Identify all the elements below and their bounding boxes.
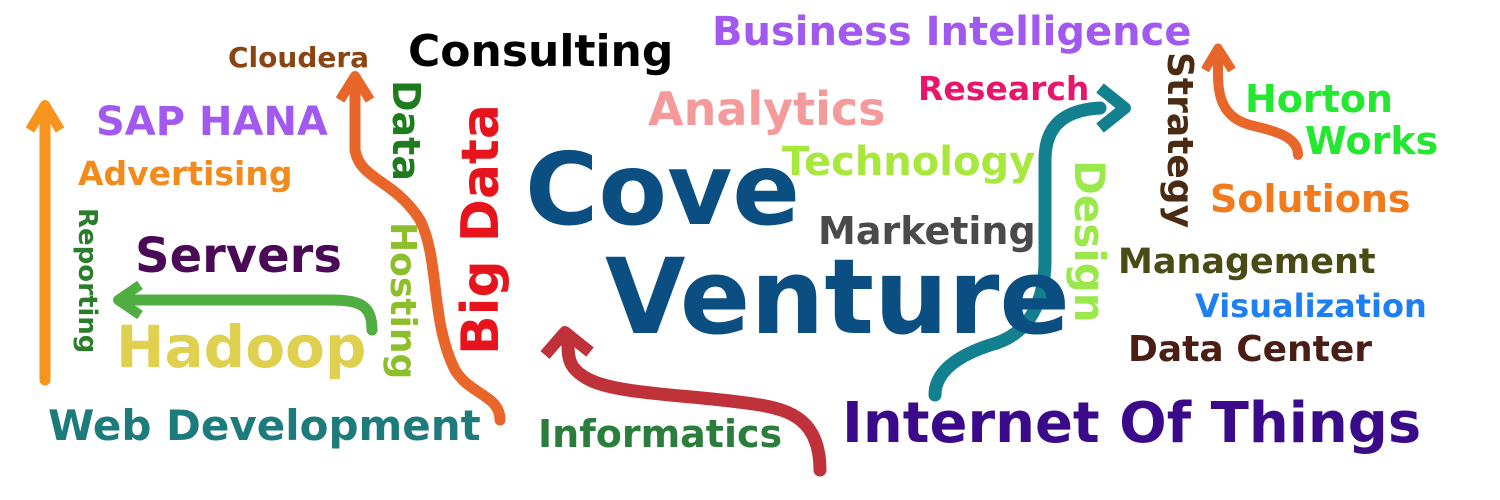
word-hadoop: Hadoop bbox=[116, 313, 367, 381]
word-sap-hana: SAP HANA bbox=[96, 99, 328, 145]
word-servers: Servers bbox=[135, 228, 342, 284]
arrow-up-center-icon bbox=[335, 71, 506, 426]
brand-venture: Venture bbox=[605, 236, 1070, 358]
word-informatics: Informatics bbox=[538, 412, 783, 456]
arrow-red-icon bbox=[540, 326, 827, 477]
word-data-vertical: Data bbox=[384, 80, 428, 181]
word-solutions: Solutions bbox=[1210, 177, 1411, 221]
word-strategy: Strategy bbox=[1159, 52, 1200, 229]
arrow-up-right-icon bbox=[1201, 43, 1303, 160]
word-reporting: Reporting bbox=[72, 208, 102, 354]
word-analytics: Analytics bbox=[648, 82, 886, 136]
word-web-development: Web Development bbox=[48, 401, 481, 450]
arrow-left-icon bbox=[113, 280, 378, 336]
word-data-center: Data Center bbox=[1128, 329, 1373, 370]
word-big-data: Big Data bbox=[451, 104, 511, 355]
word-internet-of-things: Internet Of Things bbox=[842, 391, 1422, 456]
word-design: Design bbox=[1065, 160, 1114, 323]
word-hosting: Hosting bbox=[382, 222, 423, 380]
brand-cove: Cove bbox=[525, 131, 801, 248]
word-works: Works bbox=[1305, 119, 1439, 163]
word-research: Research bbox=[918, 69, 1090, 108]
word-consulting: Consulting bbox=[408, 26, 674, 77]
arrow-teal-icon bbox=[928, 83, 1131, 402]
word-cloudera: Cloudera bbox=[228, 41, 370, 74]
word-business-intelligence: Business Intelligence bbox=[712, 9, 1192, 55]
word-marketing: Marketing bbox=[818, 209, 1036, 253]
arrow-up-left-icon bbox=[25, 100, 65, 386]
word-management: Management bbox=[1118, 242, 1376, 282]
word-technology: Technology bbox=[782, 139, 1036, 185]
word-visualization: Visualization bbox=[1195, 287, 1427, 325]
word-advertising: Advertising bbox=[78, 154, 293, 193]
word-horton: Horton bbox=[1245, 77, 1393, 121]
